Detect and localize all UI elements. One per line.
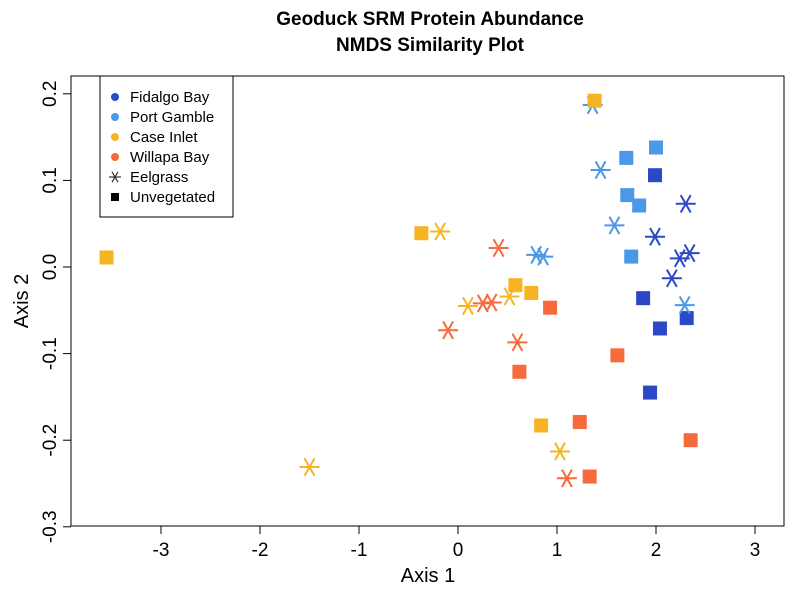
data-point-eelgrass [669, 249, 690, 268]
x-tick-label: -3 [153, 540, 170, 561]
data-point-eelgrass [499, 287, 520, 306]
x-tick-label: 3 [750, 540, 761, 561]
y-tick-label: -0.1 [40, 337, 61, 370]
y-axis: -0.3 -0.2 -0.1 0.0 0.1 0.2 [40, 81, 71, 543]
data-point-unvegetated [508, 278, 523, 293]
y-axis-label: Axis 2 [11, 274, 33, 328]
data-point-eelgrass [604, 216, 625, 235]
legend-label-case-inlet: Case Inlet [130, 129, 198, 146]
data-point-eelgrass [488, 238, 509, 258]
x-tick-label: 1 [552, 540, 563, 561]
series-willapa-bay [438, 238, 698, 488]
data-point-unvegetated [632, 198, 647, 213]
data-point-eelgrass [457, 296, 478, 316]
data-points [99, 93, 700, 488]
legend-label-eelgrass: Eelgrass [130, 169, 188, 186]
data-point-unvegetated [587, 93, 602, 108]
data-point-unvegetated [619, 150, 634, 165]
data-point-unvegetated [683, 433, 698, 448]
data-point-eelgrass [661, 269, 682, 288]
y-tick-label: -0.2 [40, 424, 61, 457]
x-tick-label: 2 [651, 540, 662, 561]
legend-star-icon [109, 171, 121, 183]
data-point-unvegetated [582, 469, 597, 484]
series-case-inlet [99, 93, 602, 477]
data-point-eelgrass [645, 227, 666, 246]
chart-subtitle: NMDS Similarity Plot [336, 35, 525, 56]
data-point-unvegetated [652, 321, 667, 336]
data-point-unvegetated [99, 250, 114, 265]
data-point-unvegetated [534, 418, 549, 433]
data-point-unvegetated [414, 226, 429, 241]
y-tick-label: 0.0 [40, 254, 61, 280]
y-tick-label: 0.1 [40, 167, 61, 193]
data-point-unvegetated [636, 291, 651, 306]
data-point-eelgrass [430, 222, 451, 241]
series-fidalgo-bay [636, 168, 700, 400]
x-axis-label: Axis 1 [401, 565, 455, 587]
data-point-unvegetated [620, 188, 635, 203]
x-tick-label: -1 [351, 540, 368, 561]
data-point-eelgrass [533, 247, 554, 266]
data-point-eelgrass [674, 295, 695, 315]
data-point-eelgrass [299, 457, 320, 477]
x-tick-label: 0 [453, 540, 464, 561]
data-point-unvegetated [649, 140, 663, 155]
data-point-unvegetated [624, 249, 639, 264]
legend-box [99, 75, 234, 218]
x-axis: -3 -2 -1 0 1 2 3 [153, 526, 761, 561]
chart-title: Geoduck SRM Protein Abundance [276, 9, 584, 30]
data-point-unvegetated [512, 364, 527, 379]
data-point-unvegetated [610, 348, 625, 363]
x-tick-label: -2 [252, 540, 269, 561]
data-point-unvegetated [648, 168, 663, 183]
y-tick-label: 0.2 [40, 81, 61, 107]
data-point-unvegetated [572, 415, 587, 430]
y-tick-label: -0.3 [40, 510, 61, 543]
data-point-eelgrass [507, 333, 528, 352]
plot-frame [70, 75, 785, 527]
data-point-eelgrass [556, 469, 577, 488]
data-point-eelgrass [549, 442, 570, 461]
data-point-eelgrass [481, 293, 502, 312]
legend-label-fidalgo-bay: Fidalgo Bay [130, 89, 210, 106]
data-point-eelgrass [438, 321, 459, 340]
legend: Fidalgo Bay Port Gamble Case Inlet Willapa … [99, 75, 234, 218]
legend-dot-icon [111, 133, 119, 141]
data-point-unvegetated [524, 285, 539, 300]
data-point-eelgrass [675, 194, 696, 213]
legend-dot-icon [111, 93, 119, 101]
legend-dot-icon [111, 113, 119, 121]
data-point-unvegetated [643, 385, 658, 400]
legend-label-unvegetated: Unvegetated [130, 189, 215, 206]
data-point-unvegetated [543, 300, 558, 315]
legend-square-icon [111, 193, 119, 201]
legend-label-willapa-bay: Willapa Bay [130, 149, 210, 166]
data-point-unvegetated [679, 311, 694, 326]
legend-dot-icon [111, 153, 119, 161]
legend-label-port-gamble: Port Gamble [130, 109, 214, 126]
data-point-eelgrass [590, 160, 611, 180]
